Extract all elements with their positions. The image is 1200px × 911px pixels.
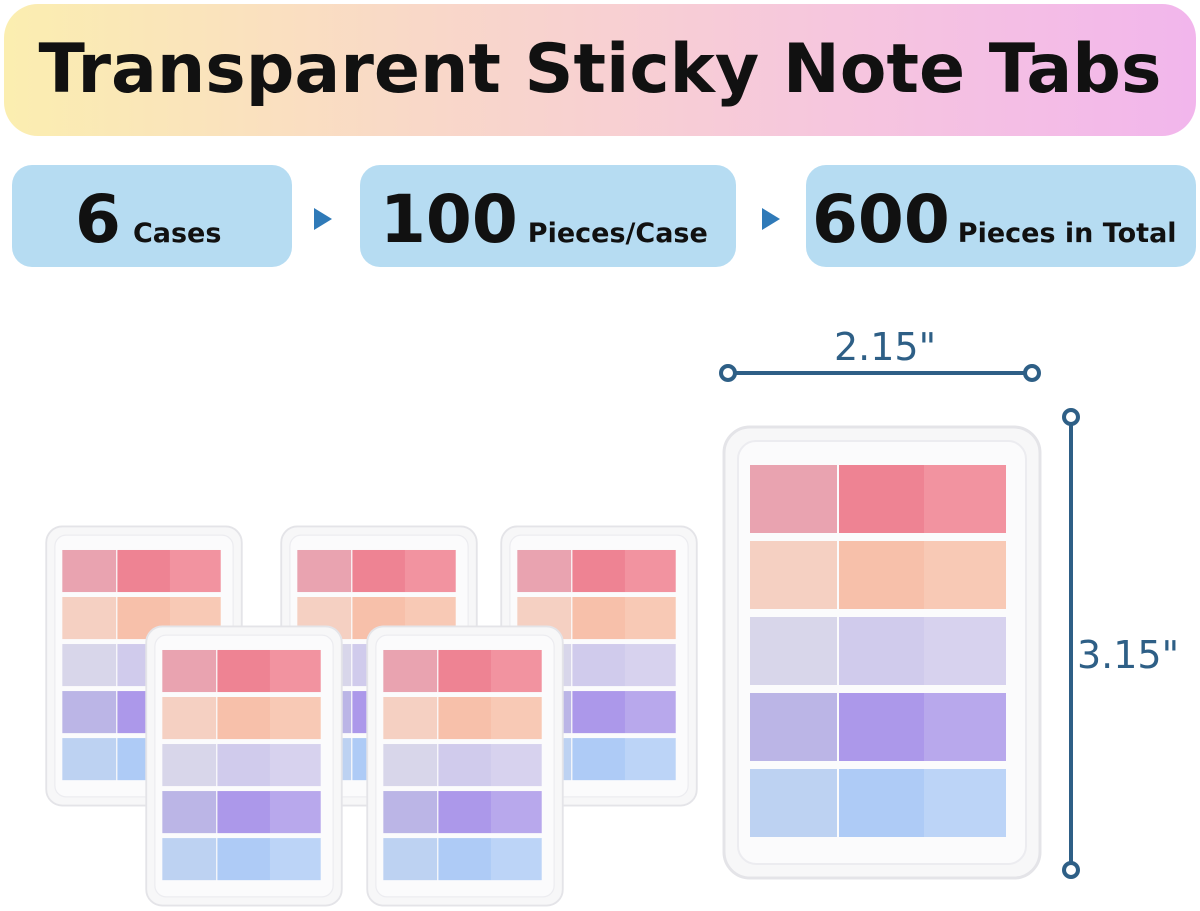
badge-number: 6 <box>75 181 121 258</box>
dim-endpoint <box>1062 861 1080 879</box>
title: Transparent Sticky Note Tabs <box>39 30 1162 109</box>
badge <box>12 165 292 267</box>
badge-number: 100 <box>380 181 518 258</box>
badge <box>360 165 736 267</box>
title-banner <box>4 4 1196 136</box>
badge-label: Cases <box>133 218 222 249</box>
badge-text: 6 Cases <box>75 181 221 258</box>
dim-endpoint <box>1023 364 1041 382</box>
tab-case <box>145 625 343 907</box>
arrow <box>762 208 780 230</box>
badge-label: Pieces in Total <box>958 218 1177 249</box>
badge-label: Pieces/Case <box>528 218 708 249</box>
width-label: 2.15" <box>834 325 936 369</box>
dim-endpoint <box>719 364 737 382</box>
badge <box>806 165 1196 267</box>
tab-case-large <box>722 425 1042 880</box>
badge-text: 600 Pieces in Total <box>812 181 1177 258</box>
badge-number: 600 <box>812 181 950 258</box>
arrow <box>314 208 332 230</box>
height-label: 3.15" <box>1077 633 1179 677</box>
dim-endpoint <box>1062 408 1080 426</box>
badge-text: 100 Pieces/Case <box>380 181 708 258</box>
tab-case <box>366 625 564 907</box>
